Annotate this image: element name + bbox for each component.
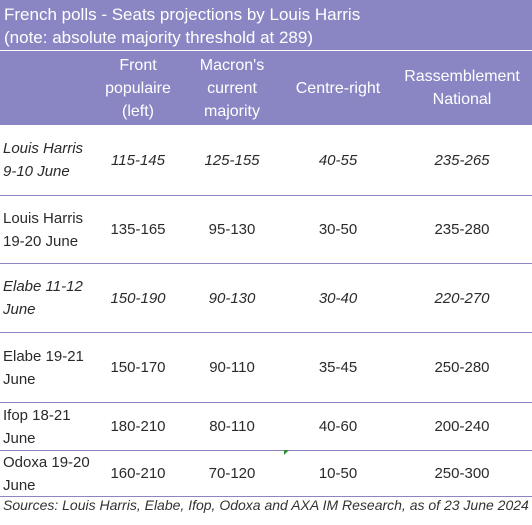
table-row: Ifop 18-21 June 180-210 80-110 40-60 200… xyxy=(0,403,532,451)
row-label: Louis Harris 19-20 June xyxy=(3,209,84,250)
row-label: Louis Harris 9-10 June xyxy=(3,140,84,180)
column-header-centre-right: Centre-right xyxy=(295,79,381,97)
cell-macron-majority: 90-130 xyxy=(208,289,256,307)
title-line-1: French polls - Seats projections by Loui… xyxy=(4,5,361,24)
table-row: Odoxa 19-20 June 160-210 70-120 10-50 25… xyxy=(0,451,532,497)
column-header-rassemblement-national: Rassemblement National xyxy=(404,68,520,108)
cell-rassemblement-national: 250-280 xyxy=(434,359,490,376)
cell-front-populaire: 115-145 xyxy=(111,151,165,169)
cell-macron-majority: 95-130 xyxy=(208,221,256,238)
row-label: Elabe 19-21 June xyxy=(3,347,84,388)
source-note: Sources: Louis Harris, Elabe, Ifop, Odox… xyxy=(3,497,529,513)
title-line-2: (note: absolute majority threshold at 28… xyxy=(4,28,314,47)
cell-rassemblement-national: 235-265 xyxy=(434,151,490,169)
cell-centre-right: 30-40 xyxy=(318,289,358,307)
table-row: Elabe 19-21 June 150-170 90-110 35-45 25… xyxy=(0,333,532,403)
cell-front-populaire: 135-165 xyxy=(110,221,166,238)
table-row: Louis Harris 9-10 June 115-145 125-155 4… xyxy=(0,125,532,196)
table-title: French polls - Seats projections by Loui… xyxy=(0,0,532,50)
cell-rassemblement-national: 200-240 xyxy=(434,418,490,435)
cell-macron-majority: 70-120 xyxy=(208,465,256,482)
cell-rassemblement-national: 220-270 xyxy=(434,289,490,307)
cell-front-populaire: 150-170 xyxy=(110,359,166,376)
cell-macron-majority: 90-110 xyxy=(209,359,255,376)
column-header-front-populaire: Front populaire (left) xyxy=(105,56,171,120)
column-header-macron-majority: Macron's current majority xyxy=(199,56,265,120)
table-row: Elabe 11-12 June 150-190 90-130 30-40 22… xyxy=(0,264,532,333)
row-label: Odoxa 19-20 June xyxy=(3,453,90,494)
cell-comment-marker-icon xyxy=(284,450,289,455)
row-label: Ifop 18-21 June xyxy=(3,406,71,447)
table-header: Front populaire (left) Macron's current … xyxy=(0,50,532,125)
cell-macron-majority: 125-155 xyxy=(204,151,260,169)
cell-front-populaire: 150-190 xyxy=(110,289,166,307)
cell-centre-right: 40-60 xyxy=(318,418,358,435)
cell-front-populaire: 180-210 xyxy=(110,418,166,435)
cell-rassemblement-national: 235-280 xyxy=(434,221,490,238)
cell-macron-majority: 80-110 xyxy=(209,418,255,435)
cell-front-populaire: 160-210 xyxy=(110,465,166,482)
cell-centre-right: 10-50 xyxy=(318,465,358,482)
cell-centre-right: 30-50 xyxy=(318,221,358,238)
table-row: Louis Harris 19-20 June 135-165 95-130 3… xyxy=(0,196,532,264)
cell-centre-right: 35-45 xyxy=(318,359,358,376)
row-label: Elabe 11-12 June xyxy=(3,278,83,318)
cell-centre-right: 40-55 xyxy=(318,151,358,169)
cell-rassemblement-national: 250-300 xyxy=(434,465,490,482)
